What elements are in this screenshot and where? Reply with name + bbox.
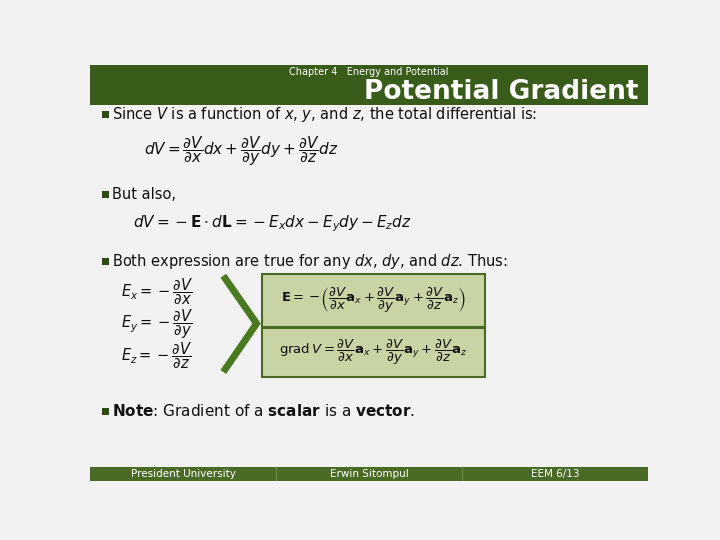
FancyBboxPatch shape bbox=[102, 191, 109, 198]
Text: $\mathbf{Note}$: Gradient of a $\mathbf{scalar}$ is a $\mathbf{vector}$.: $\mathbf{Note}$: Gradient of a $\mathbf{… bbox=[112, 403, 415, 419]
Text: $E_x = -\dfrac{\partial V}{\partial x}$: $E_x = -\dfrac{\partial V}{\partial x}$ bbox=[121, 276, 193, 307]
Text: $\mathbf{E} = -\!\left(\dfrac{\partial V}{\partial x}\mathbf{a}_x + \dfrac{\part: $\mathbf{E} = -\!\left(\dfrac{\partial V… bbox=[282, 286, 466, 315]
FancyBboxPatch shape bbox=[102, 111, 109, 118]
FancyBboxPatch shape bbox=[102, 408, 109, 415]
Text: $E_z = -\dfrac{\partial V}{\partial z}$: $E_z = -\dfrac{\partial V}{\partial z}$ bbox=[121, 341, 192, 371]
Text: President University: President University bbox=[130, 469, 235, 478]
FancyBboxPatch shape bbox=[90, 65, 648, 79]
FancyBboxPatch shape bbox=[262, 274, 485, 327]
Text: $\mathrm{grad}\,V = \dfrac{\partial V}{\partial x}\mathbf{a}_x + \dfrac{\partial: $\mathrm{grad}\,V = \dfrac{\partial V}{\… bbox=[279, 338, 468, 367]
Text: $E_y = -\dfrac{\partial V}{\partial y}$: $E_y = -\dfrac{\partial V}{\partial y}$ bbox=[121, 307, 193, 341]
FancyBboxPatch shape bbox=[90, 79, 648, 105]
Text: But also,: But also, bbox=[112, 187, 176, 201]
Text: EEM 6/13: EEM 6/13 bbox=[531, 469, 580, 478]
FancyBboxPatch shape bbox=[102, 258, 109, 265]
Text: Erwin Sitompul: Erwin Sitompul bbox=[330, 469, 408, 478]
FancyBboxPatch shape bbox=[262, 328, 485, 377]
Text: Both expression are true for any $dx$, $dy$, and $dz$. Thus:: Both expression are true for any $dx$, $… bbox=[112, 252, 508, 271]
FancyBboxPatch shape bbox=[90, 65, 648, 481]
Text: Since $V$ is a function of $x$, $y$, and $z$, the total differential is:: Since $V$ is a function of $x$, $y$, and… bbox=[112, 105, 537, 124]
Text: $dV = \dfrac{\partial V}{\partial x}dx + \dfrac{\partial V}{\partial y}dy + \dfr: $dV = \dfrac{\partial V}{\partial x}dx +… bbox=[144, 134, 338, 168]
Text: $dV = -\mathbf{E}\cdot d\mathbf{L} = -E_x dx - E_y dy - E_z dz$: $dV = -\mathbf{E}\cdot d\mathbf{L} = -E_… bbox=[132, 214, 412, 234]
Text: Chapter 4   Energy and Potential: Chapter 4 Energy and Potential bbox=[289, 67, 449, 77]
Text: Potential Gradient: Potential Gradient bbox=[364, 79, 639, 105]
FancyBboxPatch shape bbox=[90, 467, 648, 481]
